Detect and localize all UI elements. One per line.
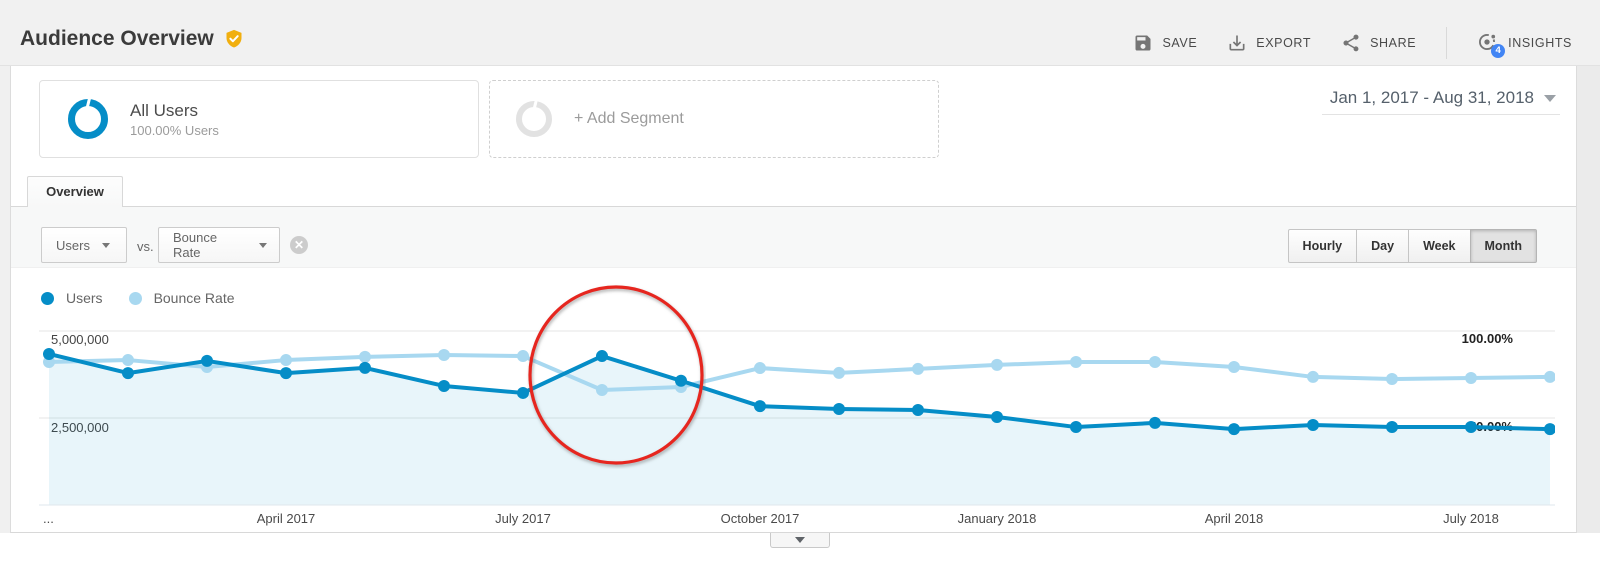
export-button[interactable]: EXPORT bbox=[1227, 33, 1311, 53]
dropdown-caret-icon bbox=[259, 242, 267, 248]
legend-item-bounce-rate: Bounce Rate bbox=[128, 290, 235, 306]
save-button[interactable]: SAVE bbox=[1133, 33, 1197, 53]
expander-arrow-icon bbox=[795, 537, 805, 543]
add-segment-donut-icon bbox=[516, 98, 552, 137]
primary-metric-value: Users bbox=[56, 237, 90, 253]
share-icon bbox=[1343, 34, 1359, 52]
right-axis-label-top: 100.00% bbox=[1461, 331, 1513, 346]
toolbar-divider bbox=[1446, 27, 1448, 59]
granularity-switcher: Hourly Day Week Month bbox=[1287, 229, 1537, 263]
y-axis-label-mid: 2,500,000 bbox=[51, 420, 109, 435]
annotations-expander[interactable] bbox=[770, 533, 830, 548]
svg-text:January 2018: January 2018 bbox=[958, 511, 1037, 526]
granularity-month-button[interactable]: Month bbox=[1469, 229, 1537, 263]
header-toolbar: SAVE EXPORT SHARE bbox=[1133, 27, 1572, 59]
remove-metric-icon[interactable]: ✕ bbox=[290, 236, 308, 254]
vs-label: vs. bbox=[137, 239, 154, 254]
granularity-hourly-button[interactable]: Hourly bbox=[1287, 229, 1358, 263]
svg-text:July 2018: July 2018 bbox=[1443, 511, 1499, 526]
dropdown-caret-icon bbox=[101, 242, 110, 248]
insights-icon bbox=[1479, 34, 1496, 50]
legend-item-users: Users bbox=[41, 290, 103, 306]
bounce-rate-legend-dot bbox=[128, 291, 142, 305]
insights-label: INSIGHTS bbox=[1508, 36, 1572, 50]
download-icon bbox=[1229, 35, 1245, 51]
y-axis-label-top: 5,000,000 bbox=[51, 332, 109, 347]
segment-all-users[interactable]: All Users 100.00% Users bbox=[39, 80, 479, 158]
chart-legend: Users Bounce Rate bbox=[41, 290, 235, 306]
share-button[interactable]: SHARE bbox=[1341, 33, 1416, 53]
save-icon bbox=[1135, 35, 1151, 51]
granularity-day-button[interactable]: Day bbox=[1356, 229, 1410, 263]
timeseries-chart[interactable]: ... April 2017 July 2017 October 2017 Januar… bbox=[39, 322, 1555, 533]
add-segment-label: + Add Segment bbox=[574, 110, 684, 127]
primary-metric-dropdown[interactable]: Users bbox=[41, 227, 127, 263]
svg-text:April 2018: April 2018 bbox=[1205, 511, 1264, 526]
chart-controls-strip: Users vs. Bounce Rate ✕ Hourly Day Week … bbox=[11, 207, 1576, 268]
svg-text:July 2017: July 2017 bbox=[495, 511, 551, 526]
svg-text:April 2017: April 2017 bbox=[257, 511, 316, 526]
granularity-week-button[interactable]: Week bbox=[1408, 229, 1471, 263]
verified-shield-icon bbox=[226, 29, 242, 48]
tab-row-divider bbox=[11, 206, 1576, 207]
bounce-rate-legend-label: Bounce Rate bbox=[153, 290, 235, 306]
right-gutter bbox=[1577, 66, 1600, 533]
report-card: All Users 100.00% Users + Add Segment Ja… bbox=[10, 66, 1577, 533]
segment-title: All Users bbox=[130, 100, 199, 120]
export-label: EXPORT bbox=[1256, 36, 1312, 50]
add-segment-button[interactable]: + Add Segment bbox=[489, 80, 939, 158]
users-legend-label: Users bbox=[66, 290, 103, 306]
page-title: Audience Overview bbox=[20, 27, 214, 50]
users-legend-dot bbox=[41, 291, 54, 305]
date-range-selector[interactable]: Jan 1, 2017 - Aug 31, 2018 bbox=[1321, 86, 1560, 115]
segment-subtitle: 100.00% Users bbox=[130, 123, 219, 139]
segment-donut-icon bbox=[68, 97, 108, 139]
save-label: SAVE bbox=[1162, 36, 1198, 50]
insights-count-badge: 4 bbox=[1491, 44, 1506, 58]
secondary-metric-value: Bounce Rate bbox=[173, 230, 218, 260]
left-gutter bbox=[0, 66, 10, 533]
secondary-metric-dropdown[interactable]: Bounce Rate bbox=[158, 227, 280, 263]
chevron-down-icon bbox=[1544, 94, 1556, 102]
page-header: Audience Overview SAVE EXPORT bbox=[0, 0, 1600, 66]
insights-button[interactable]: 4 INSIGHTS bbox=[1477, 32, 1572, 58]
svg-text:...: ... bbox=[43, 511, 54, 526]
svg-text:October 2017: October 2017 bbox=[721, 511, 800, 526]
date-range-text: Jan 1, 2017 - Aug 31, 2018 bbox=[1329, 88, 1534, 107]
share-label: SHARE bbox=[1370, 36, 1417, 50]
tab-overview[interactable]: Overview bbox=[27, 176, 123, 207]
